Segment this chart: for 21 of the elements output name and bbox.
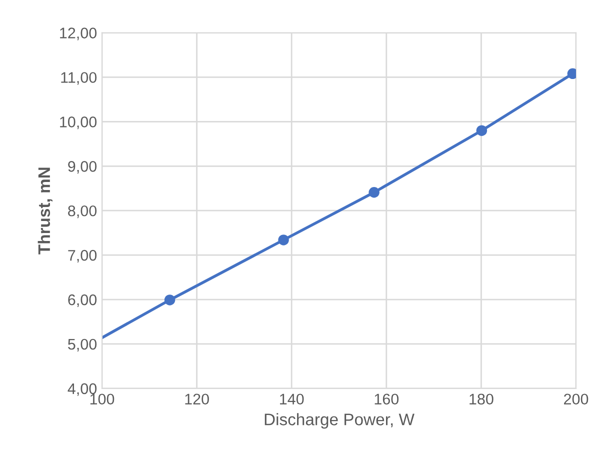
point (476, 125, 488, 136)
x-tick-label: 160 (374, 394, 399, 405)
point (164, 294, 176, 306)
y-tick-label: 8,00 (68, 205, 97, 218)
x-tick-label: 120 (185, 394, 209, 405)
y-tick-label: 12,00 (60, 28, 97, 40)
x-tick-label: 180 (470, 394, 494, 405)
y-tick-label: 5,00 (68, 338, 97, 352)
y-axis-title: Thrust, mN (38, 168, 52, 254)
y-tick-label: 9,00 (68, 161, 97, 174)
x-axis-title: Discharge Power, W (264, 413, 414, 429)
point (368, 186, 380, 198)
y-tick-label: 7,00 (68, 250, 97, 263)
point (278, 234, 289, 246)
y-tick-label: 11,00 (61, 72, 97, 85)
x-tick-label: 140 (280, 394, 304, 405)
y-tick-label: 6,00 (68, 294, 97, 308)
y-tick-label: 10,00 (60, 116, 97, 130)
x-tick-label: 200 (564, 394, 588, 405)
y-tick-label: 4,00 (68, 383, 97, 396)
x-tick-label: 100 (90, 394, 114, 405)
